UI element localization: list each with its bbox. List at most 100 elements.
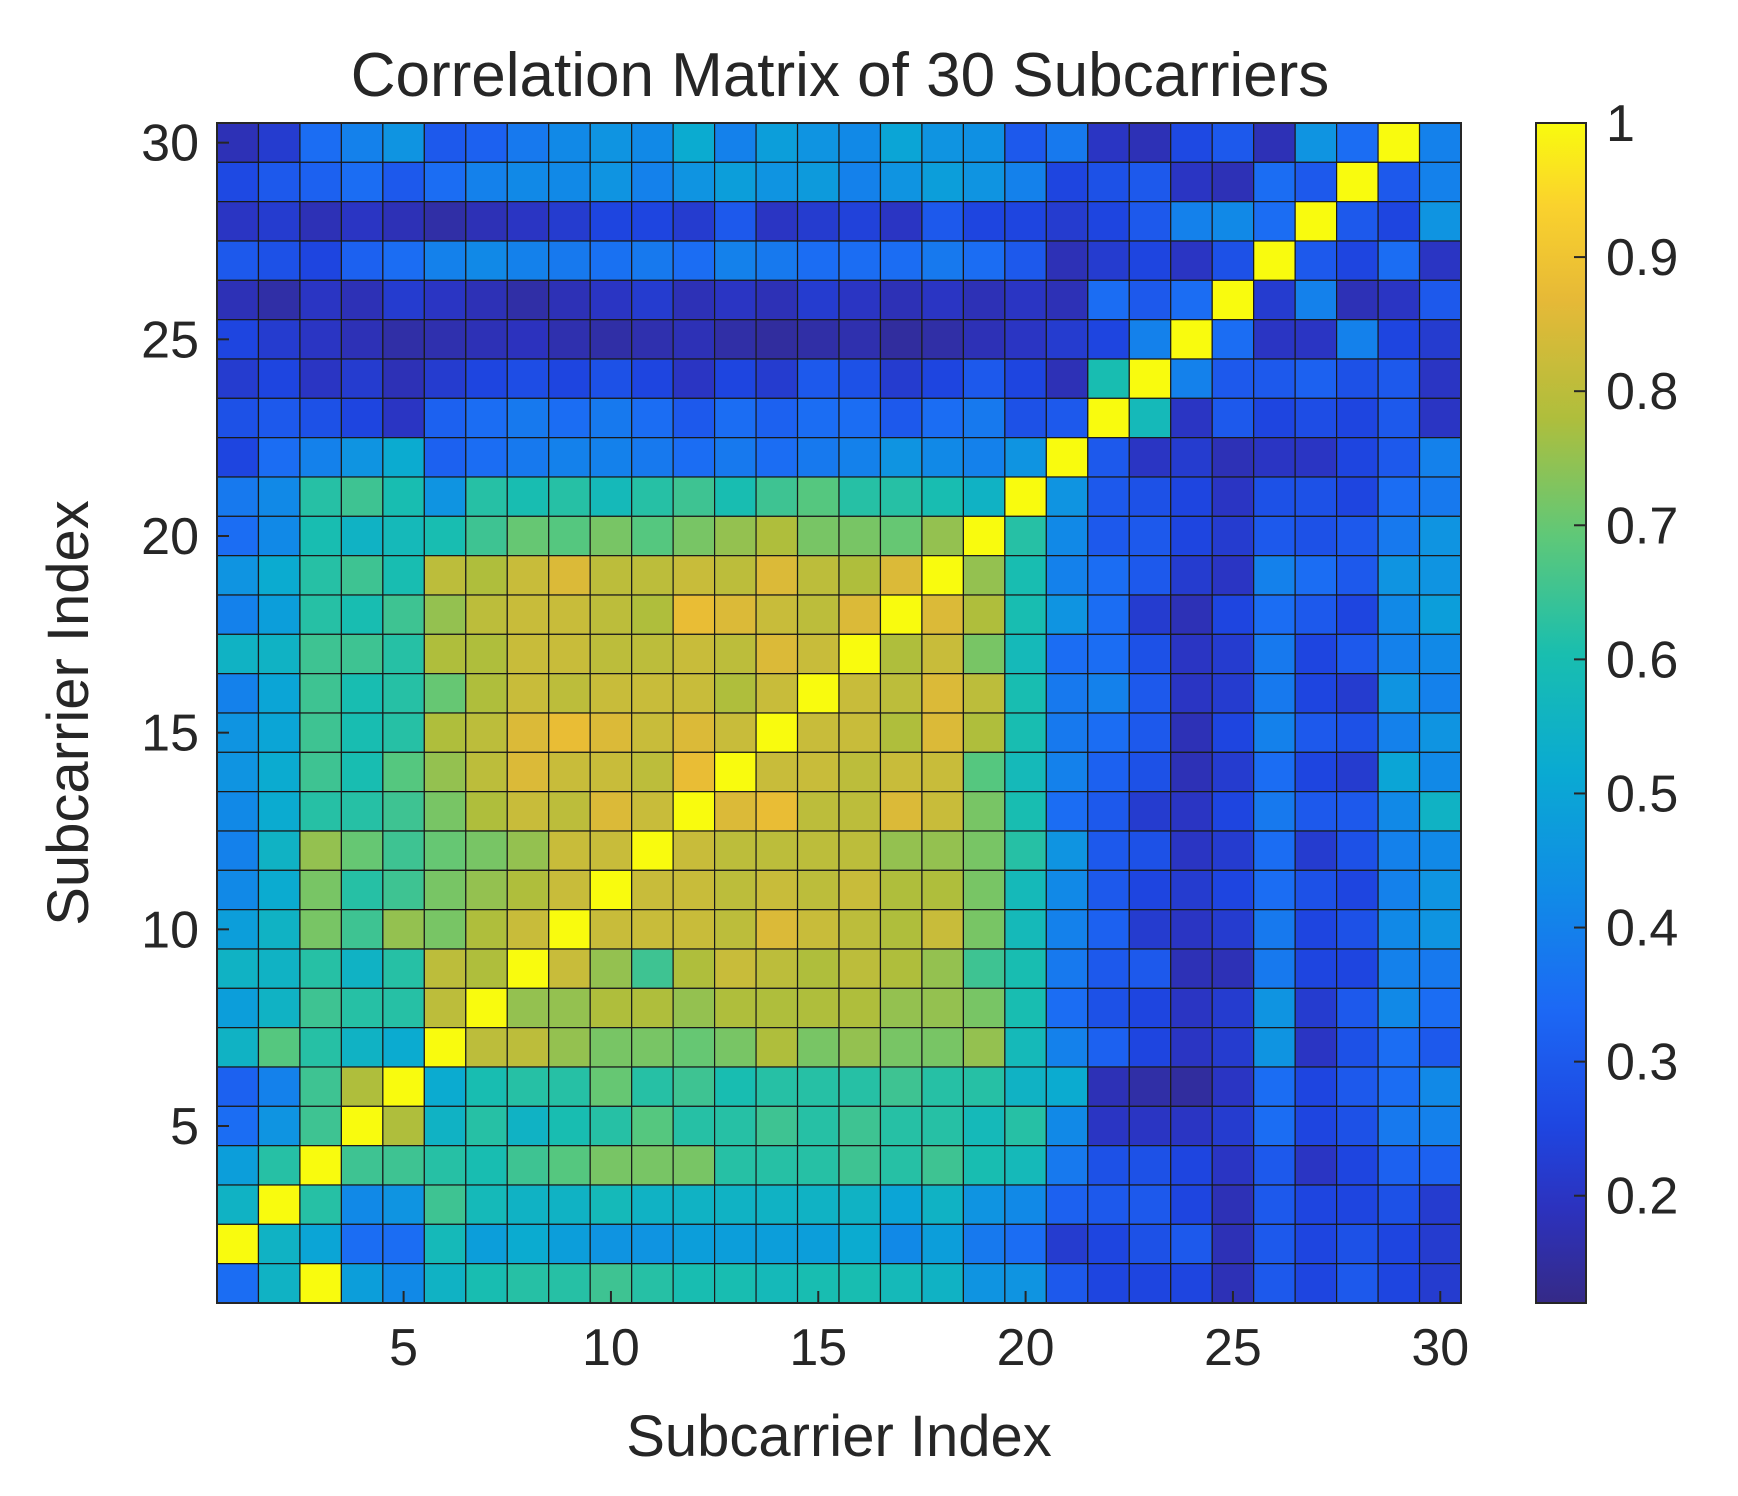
heatmap-cell <box>1253 830 1296 871</box>
heatmap-cell <box>1128 712 1172 753</box>
heatmap-cell <box>423 791 467 832</box>
heatmap-cell <box>548 515 591 557</box>
heatmap-cell <box>340 1027 384 1068</box>
heatmap-cell <box>299 1263 342 1304</box>
heatmap-cell <box>1128 397 1172 439</box>
heatmap-cell <box>216 397 260 439</box>
heatmap-cell <box>506 594 550 635</box>
heatmap-cell <box>1294 515 1338 557</box>
heatmap-cell <box>879 673 923 714</box>
heatmap-cell <box>548 1105 591 1147</box>
heatmap-cell <box>713 909 757 950</box>
heatmap-cell <box>713 279 757 321</box>
heatmap-cell <box>1087 555 1130 596</box>
heatmap-cell <box>257 633 301 675</box>
heatmap-cell <box>1087 791 1130 832</box>
heatmap-cell <box>1294 555 1338 596</box>
heatmap-cell <box>1335 1105 1379 1147</box>
heatmap-cell <box>1253 437 1296 478</box>
heatmap-cell <box>755 1223 799 1265</box>
heatmap-cell <box>216 948 260 989</box>
heatmap-cell <box>1128 830 1172 871</box>
heatmap-cell <box>423 201 467 242</box>
heatmap-cell <box>465 830 508 871</box>
heatmap-cell <box>1294 122 1338 163</box>
heatmap-cell <box>548 1223 591 1265</box>
heatmap-cell <box>1377 948 1421 989</box>
heatmap-cell <box>1211 1027 1255 1068</box>
heatmap-cell <box>921 161 964 203</box>
y-tick-label: 5 <box>170 1098 199 1156</box>
heatmap-cell <box>589 633 633 675</box>
heatmap-cell <box>755 437 799 478</box>
heatmap-cell <box>631 1066 674 1107</box>
heatmap-cell <box>1170 397 1213 439</box>
heatmap-cell <box>465 358 508 399</box>
heatmap-cell <box>340 161 384 203</box>
heatmap-cell <box>1170 1105 1213 1147</box>
heatmap-cell <box>879 909 923 950</box>
heatmap-cell <box>257 1105 301 1147</box>
heatmap-cell <box>713 1066 757 1107</box>
heatmap-cell <box>838 948 882 989</box>
heatmap-cell <box>672 358 716 399</box>
heatmap-cell <box>838 633 882 675</box>
heatmap-cell <box>589 201 633 242</box>
heatmap-cell <box>1087 751 1130 793</box>
heatmap-cell <box>340 633 384 675</box>
heatmap-cell <box>506 201 550 242</box>
heatmap-cell <box>506 397 550 439</box>
heatmap-cell <box>382 712 425 753</box>
heatmap-cell <box>631 830 674 871</box>
heatmap-cell <box>1418 161 1462 203</box>
heatmap-cell <box>755 397 799 439</box>
heatmap-cell <box>1253 869 1296 911</box>
heatmap-cell <box>962 240 1006 281</box>
heatmap-cell <box>506 751 550 793</box>
heatmap-cell <box>589 1105 633 1147</box>
heatmap-cell <box>589 1184 633 1225</box>
heatmap-cell <box>1045 1263 1089 1304</box>
heatmap-cell <box>548 358 591 399</box>
heatmap-cell <box>382 791 425 832</box>
heatmap-cell <box>879 240 923 281</box>
heatmap-cell <box>1294 279 1338 321</box>
heatmap-cell <box>1170 279 1213 321</box>
heatmap-cell <box>1170 358 1213 399</box>
heatmap-cell <box>1253 161 1296 203</box>
heatmap-cell <box>1377 1145 1421 1186</box>
heatmap-cell <box>1087 673 1130 714</box>
heatmap-cell <box>1294 240 1338 281</box>
heatmap-cell <box>548 279 591 321</box>
heatmap-cell <box>713 712 757 753</box>
heatmap-cell <box>1377 869 1421 911</box>
x-tick-label: 25 <box>1204 1319 1262 1377</box>
heatmap-cell <box>1170 1263 1213 1304</box>
heatmap-cell <box>755 319 799 360</box>
heatmap-cell <box>1418 240 1462 281</box>
heatmap-cell <box>548 909 591 950</box>
heatmap-cell <box>1128 240 1172 281</box>
heatmap-cell <box>1253 712 1296 753</box>
heatmap-cell <box>631 161 674 203</box>
x-axis-label: Subcarrier Index <box>626 1404 1052 1469</box>
heatmap-cell <box>589 987 633 1029</box>
heatmap-cell <box>713 1263 757 1304</box>
heatmap-cell <box>755 1105 799 1147</box>
heatmap-cell <box>506 1184 550 1225</box>
heatmap-cell <box>340 594 384 635</box>
heatmap-cell <box>713 987 757 1029</box>
heatmap-cell <box>465 673 508 714</box>
heatmap-cell <box>1170 437 1213 478</box>
heatmap-cell <box>1128 751 1172 793</box>
x-tick-label: 15 <box>789 1319 847 1377</box>
heatmap-cell <box>1335 712 1379 753</box>
heatmap-cell <box>423 712 467 753</box>
heatmap-cell <box>1087 358 1130 399</box>
heatmap-cell <box>921 515 964 557</box>
heatmap-cell <box>340 397 384 439</box>
heatmap-cell <box>755 201 799 242</box>
heatmap-cell <box>1294 712 1338 753</box>
heatmap-cell <box>1170 791 1213 832</box>
heatmap-cell <box>631 279 674 321</box>
